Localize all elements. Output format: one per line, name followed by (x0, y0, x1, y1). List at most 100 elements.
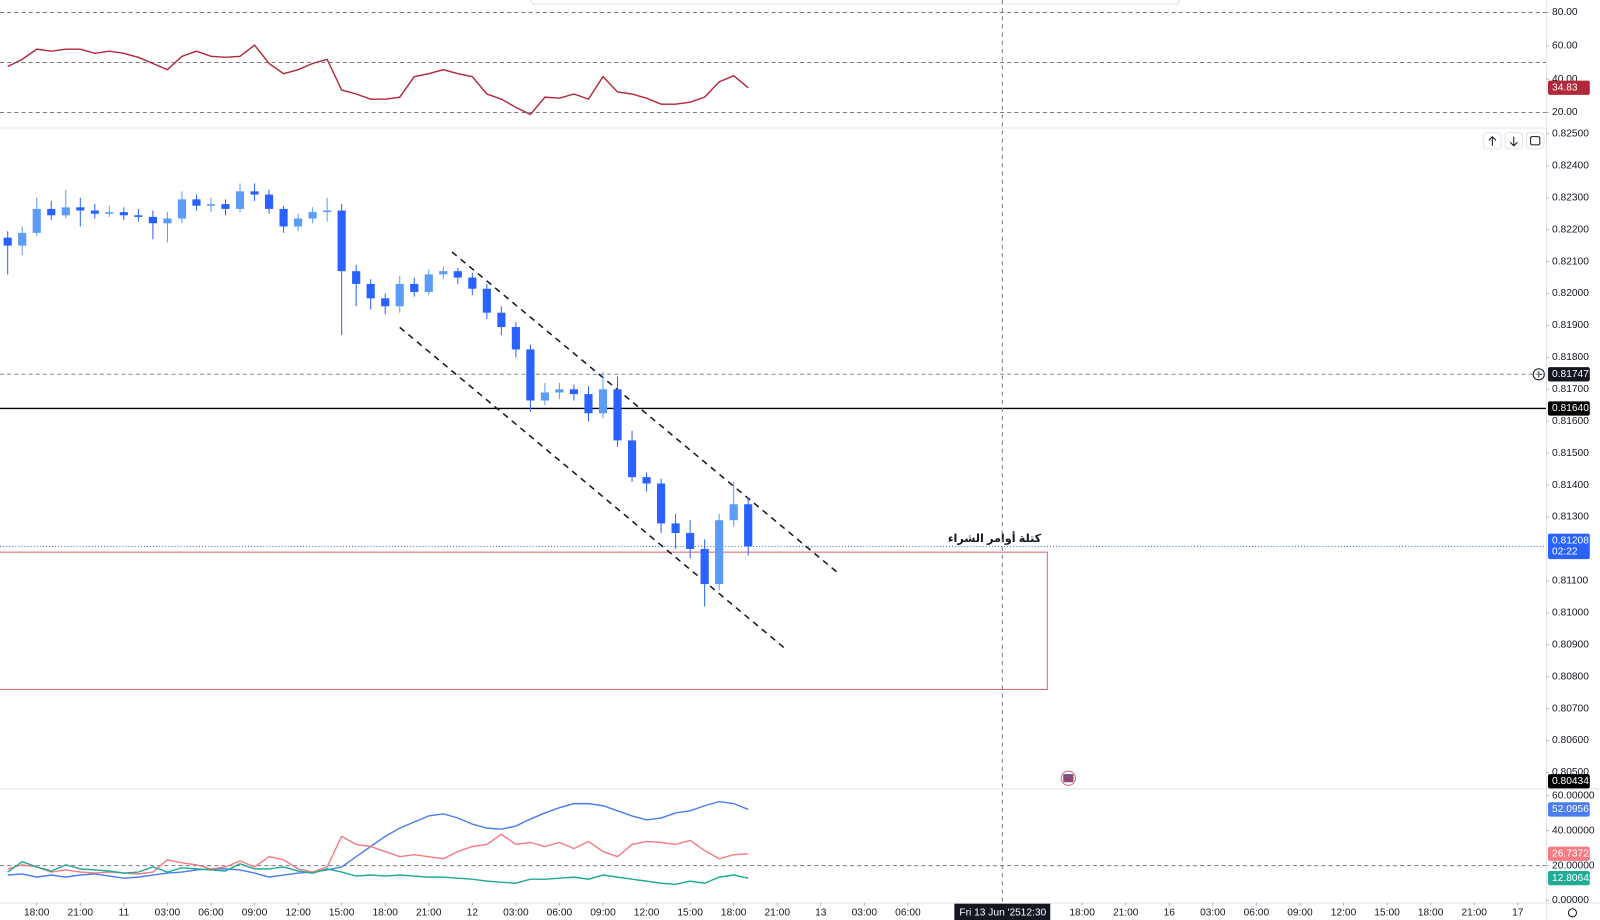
x-tick-label: 03:00 (852, 908, 878, 919)
candle-body (569, 389, 579, 395)
candle-body (366, 283, 375, 299)
candle-body (729, 504, 738, 521)
y-tick-label: 0.80500 (1552, 767, 1589, 778)
event-flag[interactable] (1060, 770, 1077, 786)
candle-body (308, 212, 317, 219)
x-tick-label: 17 (1512, 908, 1524, 919)
y-tick-label: 0.82100 (1552, 256, 1589, 267)
y-tick-label: 60.00 (1552, 41, 1578, 52)
candle-body (453, 271, 462, 278)
candle-body (163, 218, 172, 224)
candle-body (148, 216, 157, 224)
y-tick-label: 0.82500 (1552, 129, 1589, 140)
x-tick-label: 18:00 (1418, 908, 1444, 919)
candle-body (540, 392, 550, 401)
candle-body (526, 349, 535, 401)
x-tick-label: 21:00 (1113, 908, 1139, 919)
level-label: 0.81747 (1552, 369, 1589, 380)
y-tick-label: 40.00000 (1552, 825, 1595, 836)
candle-body (32, 208, 41, 233)
candle-body (264, 194, 274, 209)
candle-body (235, 191, 245, 209)
candle-body (657, 483, 666, 524)
last-value-label-box (1547, 802, 1590, 817)
y-tick-label: 0.81400 (1552, 480, 1589, 491)
candle-body (61, 207, 70, 216)
level-label-box (1547, 401, 1590, 416)
candle-body (744, 504, 753, 547)
candle-body (250, 191, 259, 195)
x-tick-label: 12:00 (1331, 908, 1357, 919)
x-tick-label: 21:00 (1461, 908, 1487, 919)
x-tick-label: 21:00 (764, 908, 790, 919)
level-label: 0.80434 (1552, 776, 1589, 787)
candle-body (439, 271, 448, 275)
maximize-icon (1530, 136, 1541, 146)
candle-body (134, 215, 143, 217)
candle-body (206, 204, 216, 206)
gear (1567, 908, 1578, 918)
zone-label: كتلة أوامر الشراء (948, 531, 1042, 545)
indicator-line (7, 44, 749, 116)
x-tick-label: 13 (815, 908, 827, 919)
x-tick-label: 15:00 (329, 908, 355, 919)
y-tick-label: 60.00000 (1552, 790, 1595, 801)
x-tick-label: 09:00 (590, 908, 616, 919)
candle-body (47, 208, 56, 216)
x-tick-label: 11 (119, 908, 130, 919)
y-tick-label: 40.00 (1552, 74, 1578, 85)
y-tick-label: 0.80700 (1552, 703, 1589, 714)
candle-body (410, 283, 419, 292)
indicator-line (7, 860, 749, 886)
candle-body (584, 394, 593, 414)
x-tick-label: 09:00 (242, 908, 268, 919)
settings-icon[interactable] (1567, 908, 1578, 918)
y-tick-label: 0.82000 (1552, 288, 1589, 299)
x-tick-label: 21:00 (68, 908, 94, 919)
level-label: 0.81640 (1552, 403, 1589, 414)
y-tick-label: 0.82400 (1552, 160, 1589, 171)
candle-body (497, 312, 506, 328)
last-value-label: 26.73721 (1552, 848, 1595, 859)
last-value-label: 34.83 (1552, 82, 1578, 93)
x-tick-label: 18:00 (372, 908, 398, 919)
x-tick-label: 16 (1164, 908, 1176, 919)
candle-body (598, 389, 608, 414)
crosshair-time: 12:30 (1021, 908, 1047, 919)
candle-body (279, 208, 288, 227)
x-tick-label: 03:00 (503, 908, 529, 919)
toolbar-edge (530, 0, 1181, 5)
y-tick-label: 20.00 (1552, 107, 1578, 118)
y-tick-label: 0.81700 (1552, 384, 1589, 395)
x-tick-label: 06:00 (547, 908, 573, 919)
x-tick-label: 12:00 (285, 908, 311, 919)
candle-body (686, 532, 695, 549)
candle-body (105, 212, 114, 214)
crosshair-date: Fri 13 Jun '25 (959, 908, 1021, 919)
y-tick-label: 0.81000 (1552, 608, 1589, 619)
x-tick-label: 09:00 (1287, 908, 1313, 919)
current-price-label: 02:22 (1552, 547, 1578, 558)
last-value-label: 12.80642 (1552, 873, 1595, 884)
last-value-label: 52.09567 (1552, 804, 1595, 815)
candle-body (192, 199, 201, 206)
x-tick-label: 06:00 (1244, 908, 1270, 919)
x-tick-label: 15:00 (677, 908, 703, 919)
x-tick-label: 21:00 (416, 908, 442, 919)
candle-body (90, 210, 99, 214)
candle-body (3, 237, 12, 246)
last-value-label-box (1547, 871, 1590, 886)
last-value-label-box (1547, 80, 1590, 95)
maximize-button[interactable] (1526, 132, 1545, 150)
indicator-line (7, 833, 749, 875)
x-tick-label: 03:00 (1200, 908, 1226, 919)
demand-zone (0, 551, 1048, 690)
channel-line (451, 251, 838, 573)
x-tick-label: 18:00 (24, 908, 50, 919)
candle-body (221, 204, 230, 209)
candle-body (511, 327, 520, 350)
x-tick-label: 06:00 (895, 908, 921, 919)
candle-body (555, 389, 564, 393)
y-tick-label: 0.82300 (1552, 192, 1589, 203)
